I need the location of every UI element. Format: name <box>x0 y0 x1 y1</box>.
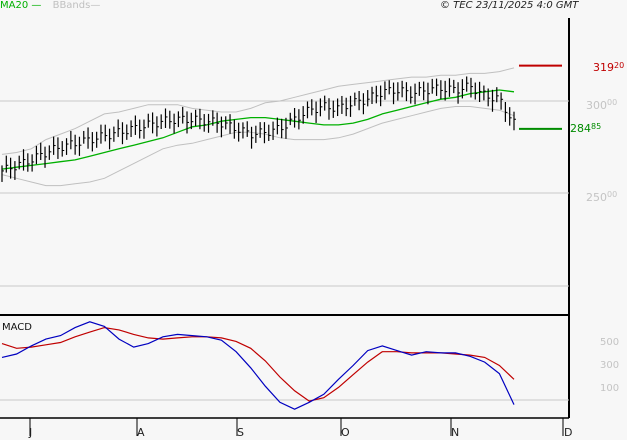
x-tick-nov: N <box>451 426 460 439</box>
x-tick-sep: S <box>237 426 244 439</box>
y-tick-250: 25000 <box>586 190 618 204</box>
macd-signal-line <box>1 326 515 402</box>
legend-ma20: MA20 — <box>0 0 42 11</box>
x-tick-jul: J <box>29 426 33 439</box>
resistance-label: 31920 <box>593 61 625 74</box>
macd-line <box>1 321 515 410</box>
x-tick-aug: A <box>137 426 145 439</box>
macd-tick-500: 500 <box>600 337 620 348</box>
bband-upper-line <box>1 67 515 155</box>
macd-title: MACD <box>2 322 32 333</box>
legend-bbands: BBands— <box>52 0 101 11</box>
y-tick-300: 30000 <box>586 98 618 112</box>
support-label: 28485 <box>570 122 602 135</box>
legend: MA20 — BBands— <box>0 0 100 12</box>
copyright-text: © TEC 23/11/2025 4:0 GMT <box>440 0 579 11</box>
macd-tick-100: 100 <box>600 383 620 394</box>
x-tick-oct: O <box>341 426 350 439</box>
x-tick-dec: D <box>564 426 573 439</box>
macd-tick-300: 300 <box>600 360 620 371</box>
bband-lower-line <box>1 106 515 187</box>
ma20-line <box>1 89 515 170</box>
